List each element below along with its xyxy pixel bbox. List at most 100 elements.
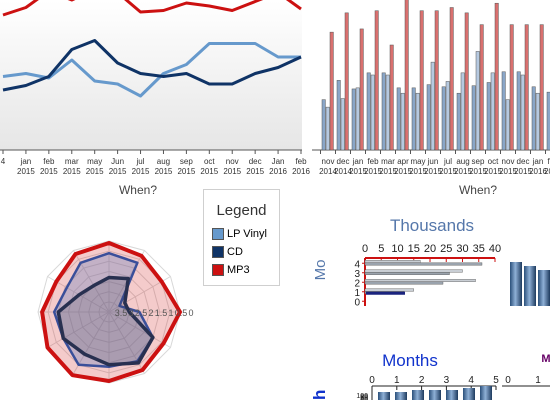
bar-mp3 — [359, 28, 364, 151]
x-tick-label: jun — [427, 157, 439, 166]
x-tick-label-year: 2015 — [246, 167, 264, 176]
x-tick-label: 0 — [362, 243, 368, 255]
bar-cd — [531, 86, 536, 151]
bar-lp-vinyl — [535, 92, 540, 151]
x-tick-label: Jun — [111, 157, 124, 166]
x-tick-label: 30 — [456, 243, 468, 255]
x-tick-label-year: 2016 — [529, 167, 547, 176]
x-tick-label: dec — [249, 157, 262, 166]
bar-mp3 — [344, 12, 349, 151]
bar-cd — [396, 87, 401, 151]
bar-cd — [411, 87, 416, 151]
x-tick-label-year: 2015 — [514, 167, 532, 176]
x-tick-label: sep — [472, 157, 485, 166]
bar-cd — [364, 262, 483, 266]
x-tick-label: may — [410, 157, 425, 166]
x-tick-label: 4 — [468, 375, 474, 386]
legend-item-cd: CD — [212, 246, 243, 260]
x-tick-label: jul — [136, 157, 145, 166]
radar-spoke — [73, 311, 110, 374]
bar-cd — [336, 80, 341, 151]
y-tick-label: 1 — [354, 288, 360, 299]
radar-axis-label: 3.5 — [115, 308, 128, 318]
bar-lp-vinyl — [520, 74, 525, 151]
legend: Legend LP Vinyl CD MP3 — [203, 189, 280, 286]
y-tick-label: 80 — [360, 394, 368, 400]
bar-mp3 — [464, 12, 469, 151]
bar-lp-vinyl — [364, 260, 421, 263]
bar-cd — [501, 71, 506, 151]
bar-cd — [381, 72, 386, 151]
x-tick-label: may — [87, 157, 102, 166]
bar-lp-vinyl — [415, 92, 420, 151]
x-tick-label: 1 — [394, 375, 400, 386]
bar-mp3 — [524, 24, 529, 151]
bar-cd — [412, 390, 424, 400]
bar-cd — [366, 72, 371, 151]
x-tick-label-year: 2015 — [200, 167, 218, 176]
bar-lp-vinyl — [430, 61, 435, 151]
legend-title: Legend — [216, 202, 267, 219]
y-tick-label: 20 — [360, 397, 368, 400]
x-tick-label: jul — [443, 157, 452, 166]
x-tick-label-year: 2015 — [349, 167, 367, 176]
radar-axis-label: 2 — [148, 308, 153, 318]
bar-cd — [395, 392, 407, 400]
bar-cd — [378, 392, 390, 400]
legend-label-cd: CD — [227, 246, 243, 259]
highlight-bar — [366, 291, 405, 295]
chart-title: Thousands — [390, 216, 474, 235]
y-tick-label: 2 — [354, 278, 360, 289]
x-tick-label: 15 — [408, 243, 420, 255]
x-tick-label: jan — [532, 157, 544, 166]
x-tick-label-year: 2015 — [177, 167, 195, 176]
x-tick-label-year: 2015 — [454, 167, 472, 176]
radar-axis-label: 0 — [188, 308, 193, 318]
bar-3d — [538, 270, 550, 306]
x-tick-label: apr — [397, 157, 409, 166]
bar-lp-vinyl — [460, 72, 465, 151]
partial-x-tick-label: 1 — [535, 375, 541, 386]
x-tick-label-year: 2016 — [292, 167, 310, 176]
y-axis-title: Th — [310, 390, 329, 400]
x-axis-title: When? — [119, 183, 157, 197]
x-tick-label-year: 2015 — [132, 167, 150, 176]
x-tick-label: 5 — [493, 375, 499, 386]
x-tick-label: 5 — [378, 243, 384, 255]
bar-cd — [471, 85, 476, 151]
bar-cd — [321, 99, 326, 151]
bar-lp-vinyl — [385, 74, 390, 151]
x-tick-label: feb — [367, 157, 379, 166]
bar-lp-vinyl — [325, 106, 330, 151]
x-tick-label-year: 2015 — [364, 167, 382, 176]
x-tick-label: 10 — [391, 243, 403, 255]
legend-swatch-lp-vinyl — [212, 228, 224, 241]
bar-3d — [510, 262, 522, 306]
legend-swatch-cd — [212, 246, 224, 259]
radar-axis-label: 0.5 — [175, 308, 188, 318]
radar-spoke — [108, 311, 171, 348]
x-tick-label-year: 2015 — [394, 167, 412, 176]
x-tick-label: oct — [204, 157, 215, 166]
partial-title: M — [541, 353, 550, 365]
x-tick-label: sep — [180, 157, 193, 166]
x-tick-label: jan — [352, 157, 364, 166]
radar-series-cd — [56, 275, 155, 367]
bar-lp-vinyl — [355, 87, 360, 151]
y-tick-label: 3 — [354, 269, 360, 280]
bar-mp3 — [374, 10, 379, 151]
x-tick-label: dec — [517, 157, 530, 166]
bar-mp3 — [434, 10, 439, 151]
y-axis-title: Mo — [312, 260, 329, 281]
radar-chart: 3.5 3 2.5 2 1.5 1 0.5 0 — [37, 240, 194, 384]
x-tick-label-year: 2015 — [379, 167, 397, 176]
bar-mp3 — [479, 24, 484, 151]
x-tick-label-year: 2015 — [499, 167, 517, 176]
x-tick-label: 40 — [489, 243, 501, 255]
bar-lp-vinyl — [340, 98, 345, 151]
bar-cd — [364, 272, 450, 275]
bar-cd — [516, 71, 521, 151]
x-tick-label: feb — [547, 157, 550, 166]
x-tick-label: dec — [337, 157, 350, 166]
